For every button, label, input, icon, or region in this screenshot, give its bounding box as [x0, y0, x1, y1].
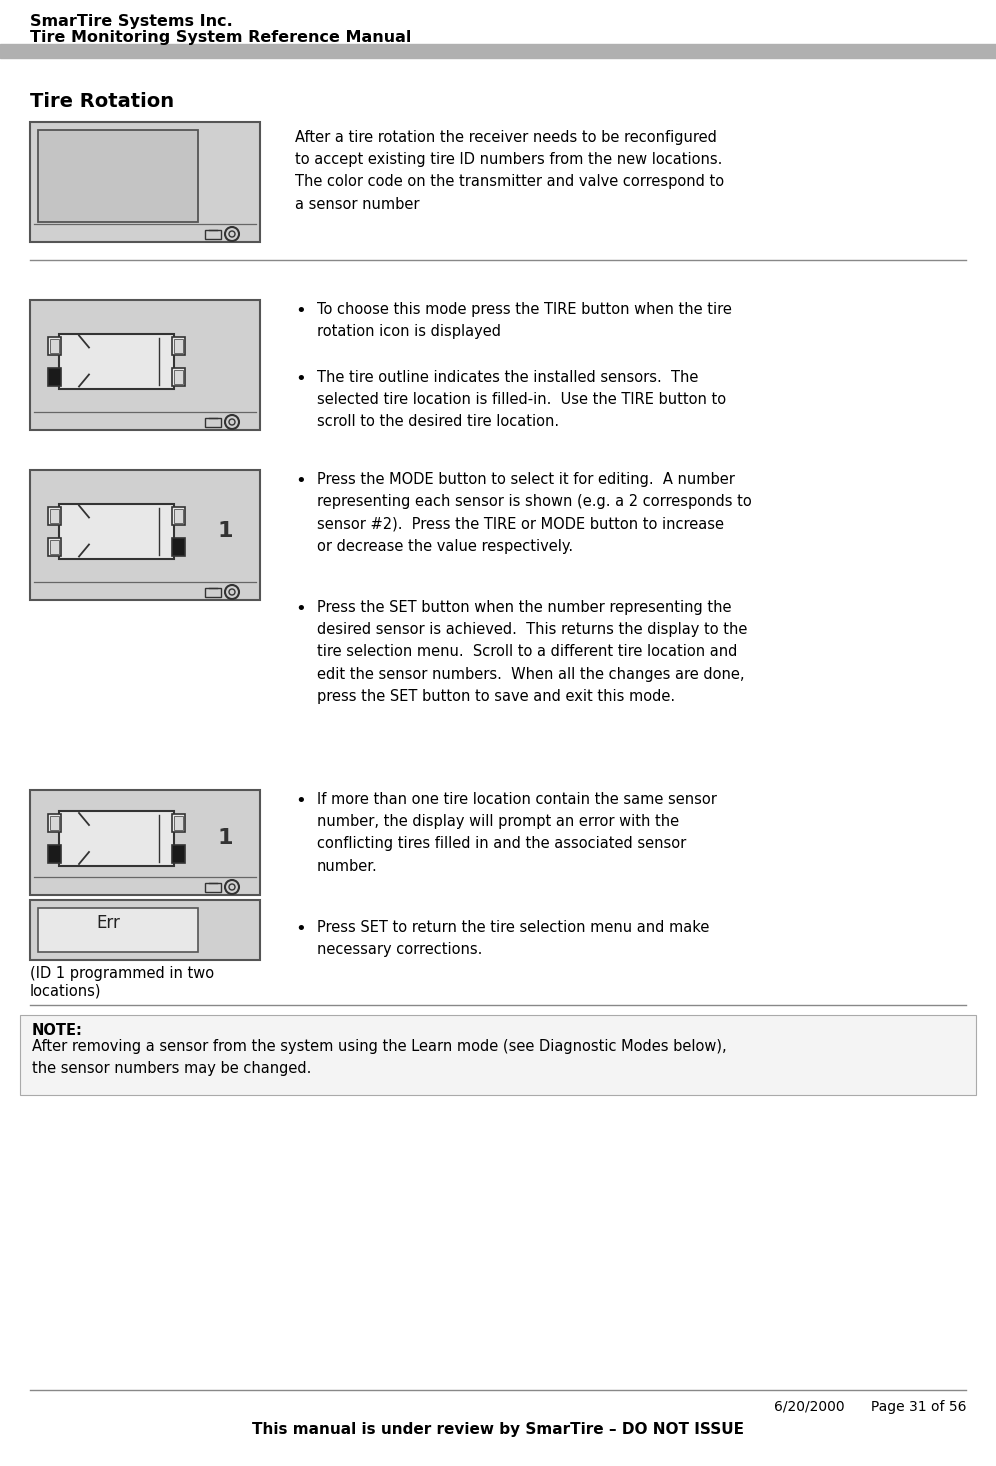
Bar [205, 418, 221, 427]
Bar [205, 883, 221, 891]
Text: 1: 1 [217, 828, 233, 849]
Bar [48, 814, 61, 833]
Bar [48, 844, 61, 863]
Text: If more than one tire location contain the same sensor
number, the display will : If more than one tire location contain t… [317, 792, 717, 874]
Bar [172, 844, 185, 863]
Bar [205, 230, 221, 239]
Bar [50, 539, 59, 554]
Text: 6/20/2000      Page 31 of 56: 6/20/2000 Page 31 of 56 [774, 1400, 966, 1415]
Text: 1: 1 [217, 520, 233, 541]
Bar [48, 506, 61, 525]
Text: •: • [295, 369, 306, 388]
Text: •: • [295, 472, 306, 490]
Bar [174, 817, 183, 830]
Text: To choose this mode press the TIRE button when the tire
rotation icon is display: To choose this mode press the TIRE butto… [317, 302, 732, 339]
Bar [59, 333, 174, 388]
Text: •: • [295, 792, 306, 811]
Bar [205, 588, 221, 597]
Bar [30, 790, 260, 896]
Bar [174, 339, 183, 352]
Text: Tire Monitoring System Reference Manual: Tire Monitoring System Reference Manual [30, 29, 411, 45]
Text: Tire Rotation: Tire Rotation [30, 92, 174, 111]
Bar [174, 369, 183, 384]
Text: SmarTire Systems Inc.: SmarTire Systems Inc. [30, 15, 233, 29]
Bar [38, 907, 198, 951]
Bar [30, 900, 260, 960]
Text: Err: Err [96, 913, 120, 932]
Text: •: • [295, 921, 306, 938]
Bar [172, 337, 185, 355]
Text: After removing a sensor from the system using the Learn mode (see Diagnostic Mod: After removing a sensor from the system … [32, 1039, 727, 1076]
Bar [172, 538, 185, 556]
Text: (ID 1 programmed in two
locations): (ID 1 programmed in two locations) [30, 966, 214, 998]
Bar [172, 814, 185, 833]
Bar [48, 538, 61, 556]
Bar [50, 509, 59, 522]
Bar [30, 122, 260, 242]
Bar [38, 130, 198, 221]
Bar [50, 817, 59, 830]
Text: Press SET to return the tire selection menu and make
necessary corrections.: Press SET to return the tire selection m… [317, 921, 709, 957]
Bar [20, 1014, 976, 1095]
Bar [0, 44, 996, 59]
Text: •: • [295, 302, 306, 320]
Text: •: • [295, 600, 306, 619]
Bar [174, 509, 183, 522]
Text: Press the SET button when the number representing the
desired sensor is achieved: Press the SET button when the number rep… [317, 600, 747, 704]
Text: After a tire rotation the receiver needs to be reconfigured
to accept existing t: After a tire rotation the receiver needs… [295, 130, 724, 211]
Bar [30, 471, 260, 600]
Bar [59, 811, 174, 866]
Text: The tire outline indicates the installed sensors.  The
selected tire location is: The tire outline indicates the installed… [317, 369, 726, 430]
Text: NOTE:: NOTE: [32, 1023, 83, 1038]
Bar [30, 301, 260, 430]
Text: This manual is under review by SmarTire – DO NOT ISSUE: This manual is under review by SmarTire … [252, 1422, 744, 1437]
Bar [172, 506, 185, 525]
Bar [59, 503, 174, 559]
Text: Press the MODE button to select it for editing.  A number
representing each sens: Press the MODE button to select it for e… [317, 472, 752, 554]
Bar [48, 337, 61, 355]
Bar [172, 368, 185, 386]
Bar [48, 368, 61, 386]
Bar [50, 339, 59, 352]
